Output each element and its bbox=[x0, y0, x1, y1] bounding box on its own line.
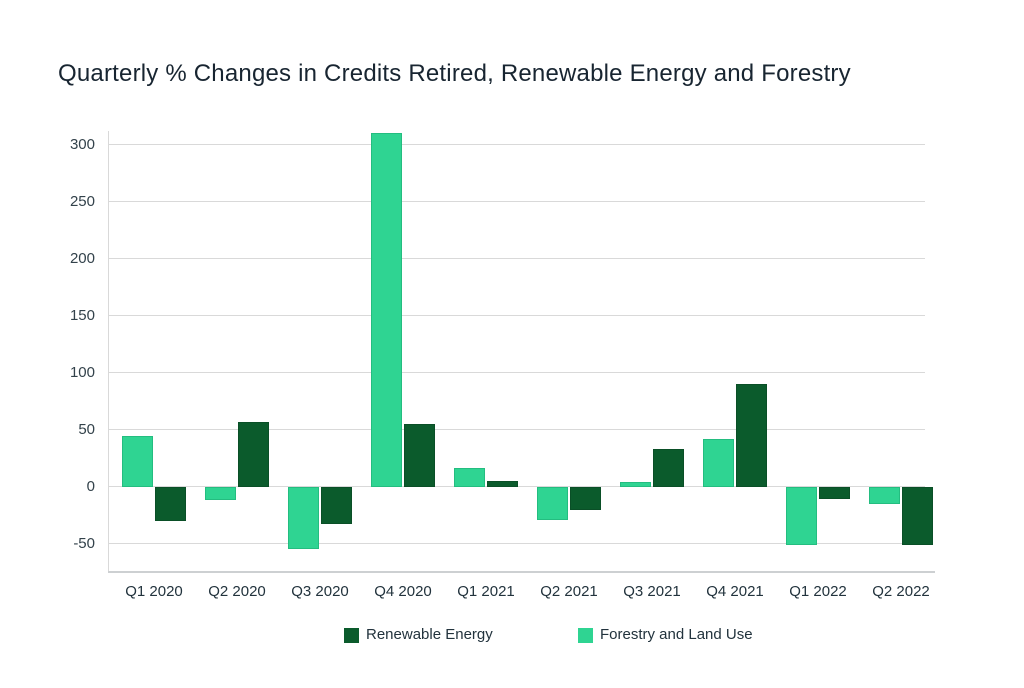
x-tick-label-q4-2020: Q4 2020 bbox=[374, 583, 432, 600]
bar-forestry-and-land-use-q1-2022 bbox=[786, 486, 817, 545]
bar-forestry-and-land-use-q3-2021 bbox=[620, 481, 651, 487]
y-tick-label--50: -50 bbox=[73, 534, 95, 552]
x-tick-label-q1-2021: Q1 2021 bbox=[457, 583, 515, 600]
y-tick-label-50: 50 bbox=[78, 420, 95, 438]
bar-renewable-energy-q3-2020 bbox=[321, 486, 352, 525]
x-tick-label-q2-2021: Q2 2021 bbox=[540, 583, 598, 600]
y-tick-label-100: 100 bbox=[69, 363, 95, 381]
bar-forestry-and-land-use-q3-2020 bbox=[288, 486, 319, 550]
bar-renewable-energy-q1-2022 bbox=[819, 486, 850, 500]
x-tick-label-q1-2020: Q1 2020 bbox=[125, 583, 183, 600]
gridline-y--50 bbox=[108, 543, 925, 544]
bar-forestry-and-land-use-q4-2021 bbox=[703, 438, 734, 487]
chart-title: Quarterly % Changes in Credits Retired, … bbox=[58, 60, 851, 87]
x-tick-label-q3-2020: Q3 2020 bbox=[291, 583, 349, 600]
legend-label-forestry-and-land-use: Forestry and Land Use bbox=[600, 626, 753, 643]
x-tick-label-q2-2022: Q2 2022 bbox=[872, 583, 930, 600]
x-tick-label-q1-2022: Q1 2022 bbox=[789, 583, 847, 600]
bar-forestry-and-land-use-q1-2020 bbox=[122, 436, 153, 487]
legend-item-forestry-and-land-use: Forestry and Land Use bbox=[578, 627, 753, 643]
y-axis-line bbox=[108, 131, 109, 572]
y-tick-label-250: 250 bbox=[69, 192, 95, 210]
bar-renewable-energy-q4-2021 bbox=[736, 383, 767, 487]
legend-swatch-forestry-and-land-use bbox=[578, 627, 593, 643]
y-tick-label-200: 200 bbox=[69, 249, 95, 267]
bar-forestry-and-land-use-q2-2020 bbox=[205, 486, 236, 501]
gridline-y-150 bbox=[108, 315, 925, 317]
x-axis-line bbox=[108, 571, 935, 573]
bar-renewable-energy-q2-2020 bbox=[238, 421, 269, 487]
bar-forestry-and-land-use-q4-2020 bbox=[371, 133, 402, 487]
bar-forestry-and-land-use-q2-2022 bbox=[869, 486, 900, 504]
y-tick-label-150: 150 bbox=[69, 306, 95, 324]
bar-renewable-energy-q2-2021 bbox=[570, 486, 601, 511]
bar-renewable-energy-q4-2020 bbox=[404, 423, 435, 487]
bar-renewable-energy-q1-2020 bbox=[155, 486, 186, 521]
gridline-y-100 bbox=[108, 372, 925, 374]
legend-item-renewable-energy: Renewable Energy bbox=[344, 627, 493, 643]
x-tick-label-q2-2020: Q2 2020 bbox=[208, 583, 266, 600]
gridline-y-0 bbox=[108, 486, 925, 488]
y-tick-label-0: 0 bbox=[86, 477, 95, 495]
gridline-y-50 bbox=[108, 429, 925, 431]
bar-forestry-and-land-use-q2-2021 bbox=[537, 486, 568, 520]
x-tick-label-q4-2021: Q4 2021 bbox=[706, 583, 764, 600]
y-tick-label-300: 300 bbox=[69, 135, 95, 153]
bar-renewable-energy-q1-2021 bbox=[487, 480, 518, 487]
bar-renewable-energy-q2-2022 bbox=[902, 486, 933, 545]
legend-swatch-renewable-energy bbox=[344, 627, 359, 643]
gridline-y-200 bbox=[108, 258, 925, 260]
bar-forestry-and-land-use-q1-2021 bbox=[454, 468, 485, 487]
gridline-y-300 bbox=[108, 144, 925, 146]
gridline-y-250 bbox=[108, 201, 925, 203]
x-tick-label-q3-2021: Q3 2021 bbox=[623, 583, 681, 600]
bar-renewable-energy-q3-2021 bbox=[653, 448, 684, 487]
legend-label-renewable-energy: Renewable Energy bbox=[366, 626, 493, 643]
legend: Renewable Energy Forestry and Land Use bbox=[0, 627, 1024, 647]
